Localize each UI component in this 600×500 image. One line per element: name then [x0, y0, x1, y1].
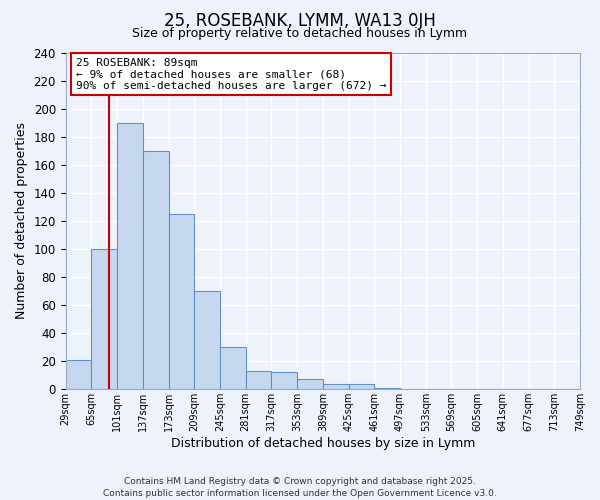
Bar [117, 122, 143, 390]
Bar [194, 291, 220, 390]
Text: 25 ROSEBANK: 89sqm
← 9% of detached houses are smaller (68)
90% of semi-detached: 25 ROSEBANK: 89sqm ← 9% of detached hous… [76, 58, 386, 91]
Bar [374, 388, 400, 390]
Y-axis label: Number of detached properties: Number of detached properties [15, 122, 28, 320]
Bar [143, 150, 169, 390]
Text: Size of property relative to detached houses in Lymm: Size of property relative to detached ho… [133, 28, 467, 40]
Bar [271, 372, 297, 390]
Bar [220, 347, 245, 390]
Bar [245, 371, 271, 390]
Bar [65, 360, 91, 390]
Bar [297, 380, 323, 390]
Text: Contains HM Land Registry data © Crown copyright and database right 2025.
Contai: Contains HM Land Registry data © Crown c… [103, 476, 497, 498]
X-axis label: Distribution of detached houses by size in Lymm: Distribution of detached houses by size … [170, 437, 475, 450]
Bar [349, 384, 374, 390]
Bar [323, 384, 349, 390]
Text: 25, ROSEBANK, LYMM, WA13 0JH: 25, ROSEBANK, LYMM, WA13 0JH [164, 12, 436, 30]
Bar [91, 249, 117, 390]
Bar [169, 214, 194, 390]
